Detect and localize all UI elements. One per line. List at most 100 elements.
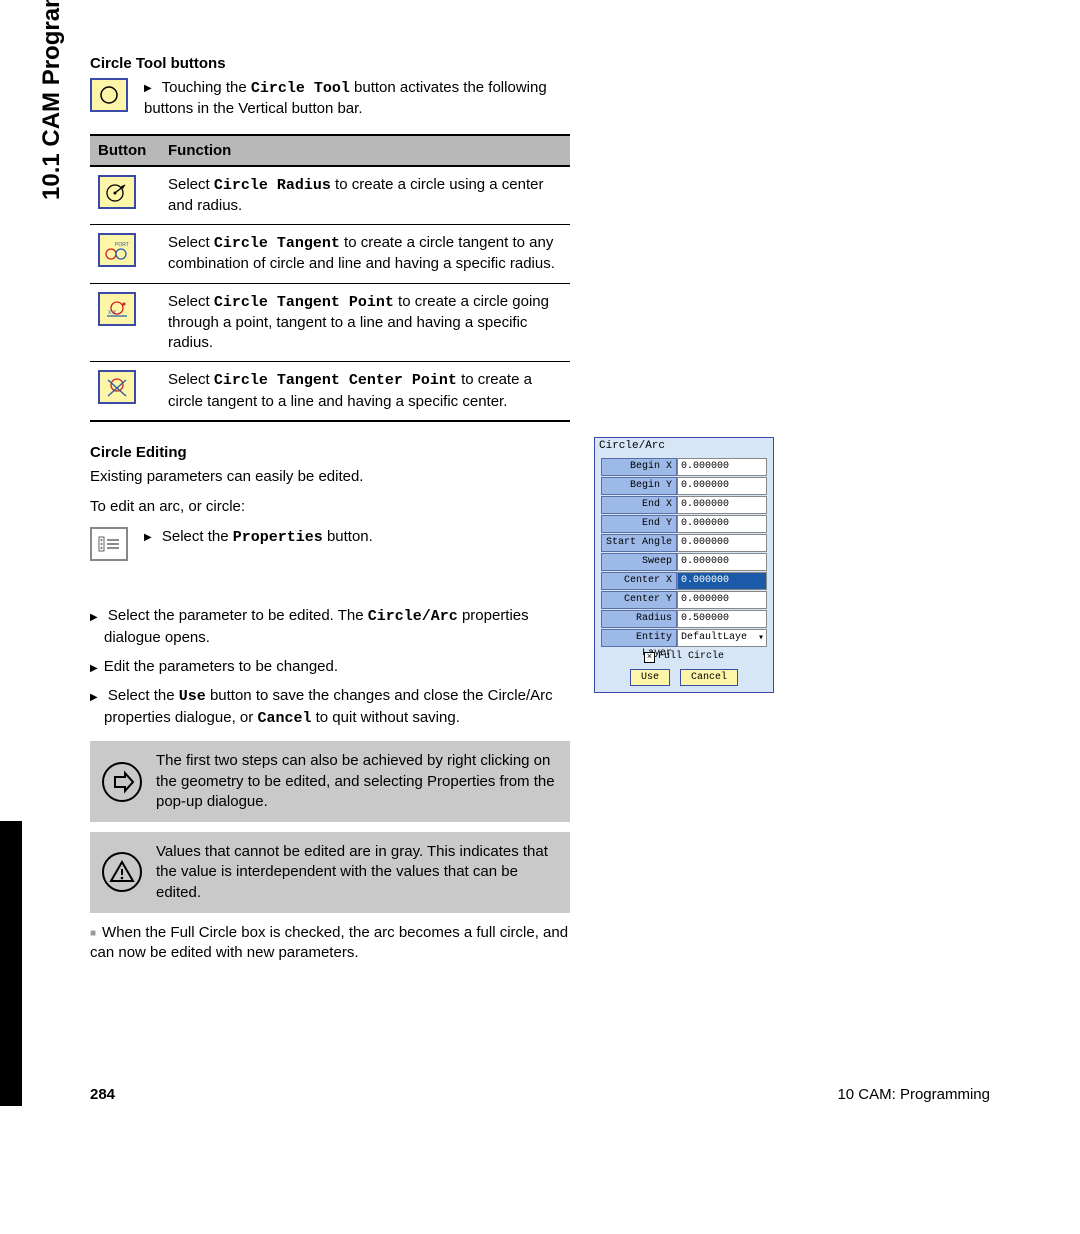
table-cell: Select Circle Tangent Center Point to cr… bbox=[160, 362, 570, 421]
table-row: PORT Select Circle Tangent to create a c… bbox=[90, 225, 570, 284]
full-circle-label: Full Circle bbox=[658, 651, 724, 662]
table-cell: Select Circle Tangent to create a circle… bbox=[160, 225, 570, 284]
properties-icon bbox=[97, 534, 121, 554]
circle-radius-button[interactable] bbox=[98, 175, 136, 209]
text: button. bbox=[323, 528, 373, 545]
field-label: End X bbox=[601, 496, 677, 514]
table-row: Select Circle Tangent Center Point to cr… bbox=[90, 362, 570, 421]
text: Select the bbox=[108, 687, 179, 704]
dialog-field-row: Sweep0.000000 bbox=[601, 553, 767, 571]
svg-text:X,Y: X,Y bbox=[108, 310, 117, 316]
field-label: Begin Y bbox=[601, 477, 677, 495]
text: Select the bbox=[162, 528, 233, 545]
field-input[interactable]: 0.000000 bbox=[677, 534, 767, 552]
properties-button[interactable] bbox=[90, 527, 128, 561]
full-circle-note: When the Full Circle box is checked, the… bbox=[90, 923, 570, 964]
field-label: Radius bbox=[601, 610, 677, 628]
dialog-field-row: Radius0.500000 bbox=[601, 610, 767, 628]
circle-tangent-icon: PORT bbox=[104, 239, 130, 261]
field-input[interactable]: 0.000000 bbox=[677, 553, 767, 571]
step-1: Select the parameter to be edited. The C… bbox=[90, 605, 570, 648]
text-bold: Use bbox=[179, 688, 206, 705]
circle-tangent-button[interactable]: PORT bbox=[98, 233, 136, 267]
circle-radius-icon bbox=[105, 181, 129, 203]
cancel-button[interactable]: Cancel bbox=[680, 669, 738, 686]
table-row: X,Y Select Circle Tangent Point to creat… bbox=[90, 283, 570, 362]
col-function: Function bbox=[160, 135, 570, 166]
col-button: Button bbox=[90, 135, 160, 166]
field-label: End Y bbox=[601, 515, 677, 533]
text-bold: Circle Tangent bbox=[214, 235, 340, 252]
circle-tool-table: Button Function Select bbox=[90, 134, 570, 422]
chapter-label: 10 CAM: Programming bbox=[837, 1086, 990, 1103]
page-edge-marker bbox=[0, 821, 22, 1106]
select-properties-step: Select the Properties button. bbox=[144, 527, 373, 548]
svg-text:PORT: PORT bbox=[115, 242, 129, 248]
field-label: Start Angle bbox=[601, 534, 677, 552]
text: Select bbox=[168, 293, 214, 310]
text: to quit without saving. bbox=[311, 709, 459, 726]
text-bold: Circle/Arc bbox=[368, 608, 458, 625]
circle-tool-buttons-title: Circle Tool buttons bbox=[90, 55, 570, 72]
circle-tangent-point-icon: X,Y bbox=[105, 298, 129, 320]
circle-editing-title: Circle Editing bbox=[90, 444, 570, 461]
circle-tangent-center-icon bbox=[105, 376, 129, 398]
dialog-field-row: Start Angle0.000000 bbox=[601, 534, 767, 552]
dialog-field-row: Begin X0.000000 bbox=[601, 458, 767, 476]
dialog-field-row: Begin Y0.000000 bbox=[601, 477, 767, 495]
step-2: Edit the parameters to be changed. bbox=[90, 656, 570, 677]
full-circle-checkbox-row: ×Full Circle bbox=[601, 651, 767, 663]
tip-text: The first two steps can also be achieved… bbox=[156, 751, 558, 812]
text: Select bbox=[168, 371, 214, 388]
warning-text: Values that cannot be edited are in gray… bbox=[156, 842, 558, 903]
text-bold: Properties bbox=[233, 529, 323, 546]
dialog-field-row: End X0.000000 bbox=[601, 496, 767, 514]
text-bold: Circle Tangent Center Point bbox=[214, 372, 457, 389]
entity-layer-label: Entity Layer bbox=[601, 629, 677, 647]
dialog-field-row: Center X0.000000 bbox=[601, 572, 767, 590]
field-label: Center X bbox=[601, 572, 677, 590]
table-cell: Select Circle Tangent Point to create a … bbox=[160, 283, 570, 362]
page-number: 284 bbox=[90, 1086, 115, 1103]
editing-intro-2: To edit an arc, or circle: bbox=[90, 497, 570, 517]
text-bold: Cancel bbox=[257, 710, 311, 727]
section-heading-vertical: 10.1 CAM Programming bbox=[38, 0, 66, 200]
editing-intro-1: Existing parameters can easily be edited… bbox=[90, 467, 570, 487]
text: Select the parameter to be edited. The bbox=[108, 607, 368, 624]
circle-icon bbox=[98, 84, 120, 106]
dialog-field-row: End Y0.000000 bbox=[601, 515, 767, 533]
field-label: Center Y bbox=[601, 591, 677, 609]
text-bold: Circle Radius bbox=[214, 177, 331, 194]
table-row: Select Circle Radius to create a circle … bbox=[90, 166, 570, 225]
field-label: Sweep bbox=[601, 553, 677, 571]
circle-arc-dialog: Circle/Arc Begin X0.000000Begin Y0.00000… bbox=[594, 437, 774, 693]
text: Select bbox=[168, 176, 214, 193]
field-label: Begin X bbox=[601, 458, 677, 476]
arrow-right-icon bbox=[102, 762, 142, 802]
edit-steps: Select the parameter to be edited. The C… bbox=[90, 605, 570, 729]
circle-tangent-point-button[interactable]: X,Y bbox=[98, 292, 136, 326]
circle-tool-button[interactable] bbox=[90, 78, 128, 112]
step-3: Select the Use button to save the change… bbox=[90, 685, 570, 729]
field-input[interactable]: 0.000000 bbox=[677, 458, 767, 476]
field-input[interactable]: 0.000000 bbox=[677, 572, 767, 590]
table-cell: Select Circle Radius to create a circle … bbox=[160, 166, 570, 225]
dialog-field-row: Center Y0.000000 bbox=[601, 591, 767, 609]
full-circle-checkbox[interactable]: × bbox=[644, 652, 655, 663]
field-input[interactable]: 0.000000 bbox=[677, 515, 767, 533]
circle-tool-intro: Touching the Circle Tool button activate… bbox=[144, 78, 570, 120]
text-bold: Circle Tangent Point bbox=[214, 294, 394, 311]
circle-tangent-center-button[interactable] bbox=[98, 370, 136, 404]
warning-note: Values that cannot be edited are in gray… bbox=[90, 832, 570, 913]
tip-note: The first two steps can also be achieved… bbox=[90, 741, 570, 822]
text: Touching the bbox=[162, 79, 251, 96]
entity-layer-select[interactable]: DefaultLaye bbox=[677, 629, 767, 647]
main-content: Circle Tool buttons Touching the Circle … bbox=[90, 55, 570, 963]
field-input[interactable]: 0.000000 bbox=[677, 477, 767, 495]
field-input[interactable]: 0.000000 bbox=[677, 591, 767, 609]
field-input[interactable]: 0.500000 bbox=[677, 610, 767, 628]
dialog-title: Circle/Arc bbox=[595, 438, 773, 454]
use-button[interactable]: Use bbox=[630, 669, 670, 686]
field-input[interactable]: 0.000000 bbox=[677, 496, 767, 514]
warning-icon bbox=[102, 852, 142, 892]
